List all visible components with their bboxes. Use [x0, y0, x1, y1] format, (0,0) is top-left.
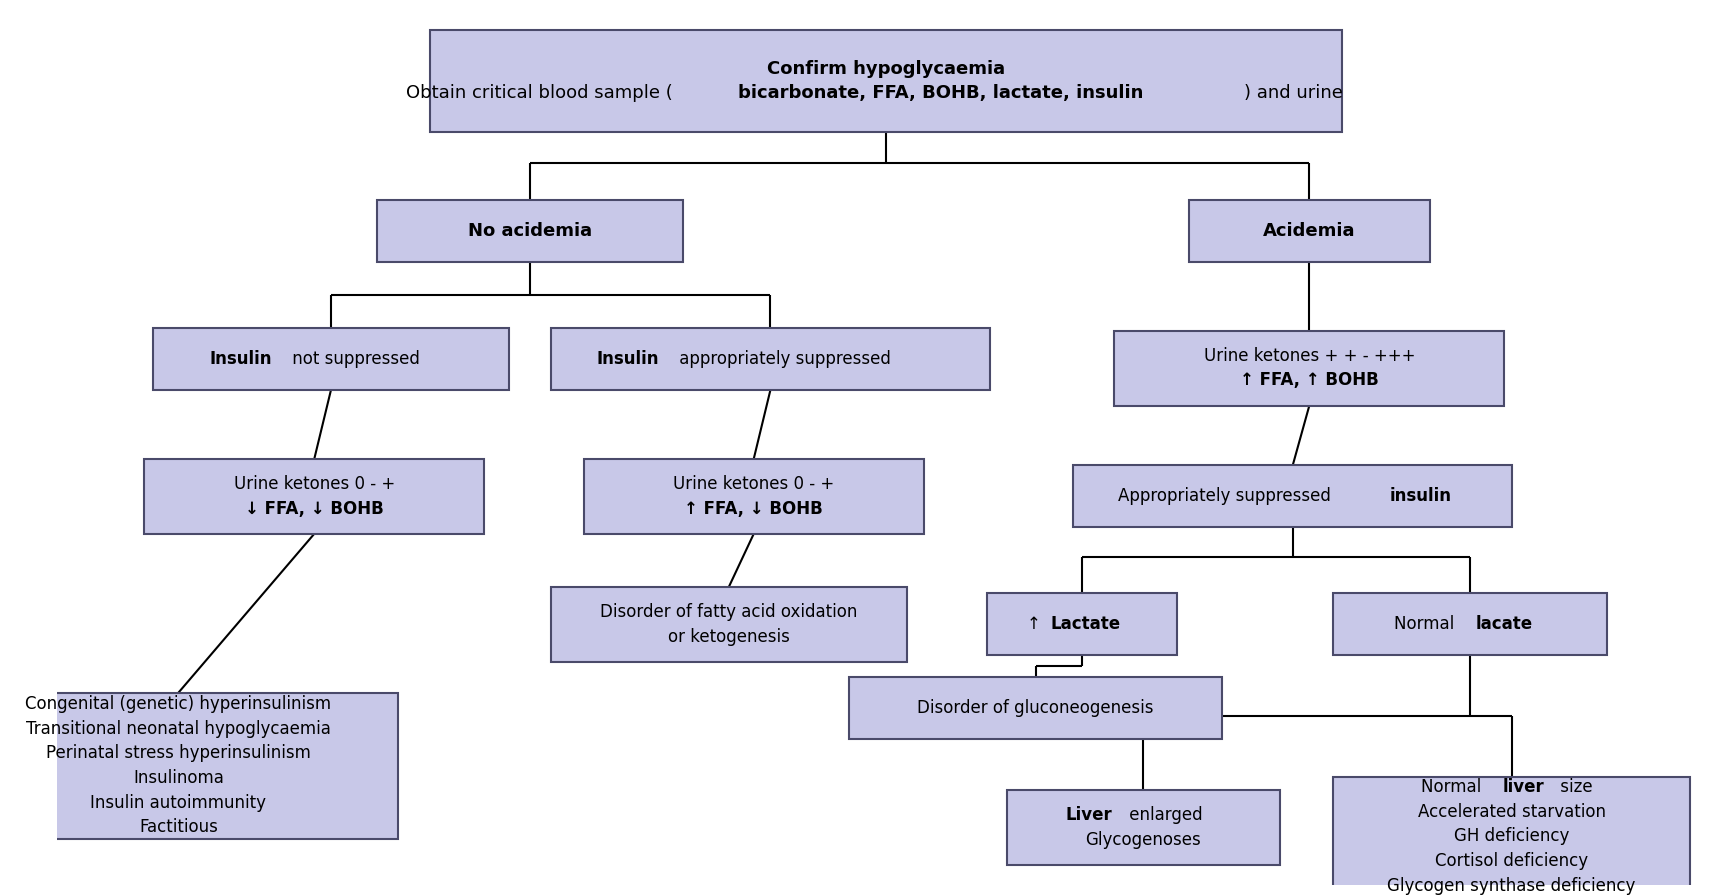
Text: Normal: Normal [1394, 616, 1459, 633]
Text: Urine ketones 0 - +: Urine ketones 0 - + [673, 475, 834, 493]
Text: Accelerated starvation: Accelerated starvation [1418, 803, 1605, 821]
Text: Insulinoma: Insulinoma [132, 769, 223, 787]
Text: ↑ FFA, ↓ BOHB: ↑ FFA, ↓ BOHB [685, 500, 822, 518]
Text: Appropriately suppressed: Appropriately suppressed [1118, 487, 1336, 505]
Text: Glycogen synthase deficiency: Glycogen synthase deficiency [1387, 877, 1636, 895]
Text: enlarged: enlarged [1123, 806, 1202, 824]
Text: bicarbonate, FFA, BOHB, lactate, insulin: bicarbonate, FFA, BOHB, lactate, insulin [738, 84, 1144, 102]
FancyBboxPatch shape [1334, 777, 1690, 896]
Text: Urine ketones + + - +++: Urine ketones + + - +++ [1204, 347, 1415, 365]
Text: appropriately suppressed: appropriately suppressed [675, 350, 891, 368]
FancyBboxPatch shape [1114, 331, 1504, 406]
Text: Obtain critical blood sample (: Obtain critical blood sample ( [405, 84, 673, 102]
FancyBboxPatch shape [1073, 465, 1513, 527]
Text: ↑: ↑ [1027, 616, 1046, 633]
Text: Factitious: Factitious [139, 818, 218, 837]
FancyBboxPatch shape [987, 593, 1178, 655]
FancyBboxPatch shape [850, 677, 1223, 739]
Text: Urine ketones 0 - +: Urine ketones 0 - + [234, 475, 395, 493]
Text: insulin: insulin [1391, 487, 1453, 505]
Text: ↓ FFA, ↓ BOHB: ↓ FFA, ↓ BOHB [246, 500, 383, 518]
FancyBboxPatch shape [0, 693, 398, 839]
Text: Liver: Liver [1065, 806, 1113, 824]
Text: lacate: lacate [1475, 616, 1533, 633]
Text: size: size [1556, 778, 1593, 796]
Text: Acidemia: Acidemia [1264, 222, 1356, 240]
Text: Congenital (genetic) hyperinsulinism: Congenital (genetic) hyperinsulinism [26, 694, 331, 713]
FancyBboxPatch shape [1190, 200, 1430, 262]
Text: Perinatal stress hyperinsulinism: Perinatal stress hyperinsulinism [46, 745, 311, 762]
FancyBboxPatch shape [1006, 790, 1281, 865]
Text: Confirm hypoglycaemia: Confirm hypoglycaemia [767, 59, 1006, 78]
FancyBboxPatch shape [153, 328, 510, 390]
Text: GH deficiency: GH deficiency [1454, 827, 1569, 845]
FancyBboxPatch shape [376, 200, 683, 262]
Text: Insulin autoimmunity: Insulin autoimmunity [91, 794, 266, 812]
Text: Cortisol deficiency: Cortisol deficiency [1435, 852, 1588, 870]
FancyBboxPatch shape [584, 459, 924, 534]
Text: liver: liver [1502, 778, 1545, 796]
Text: not suppressed: not suppressed [287, 350, 421, 368]
FancyBboxPatch shape [551, 587, 907, 662]
Text: No acidemia: No acidemia [467, 222, 592, 240]
FancyBboxPatch shape [144, 459, 484, 534]
FancyBboxPatch shape [551, 328, 991, 390]
Text: Glycogenoses: Glycogenoses [1085, 831, 1202, 849]
FancyBboxPatch shape [1334, 593, 1607, 655]
Text: ↑ FFA, ↑ BOHB: ↑ FFA, ↑ BOHB [1240, 372, 1379, 390]
Text: Insulin: Insulin [596, 350, 659, 368]
Text: Normal: Normal [1422, 778, 1487, 796]
Text: Insulin: Insulin [209, 350, 271, 368]
Text: or ketogenesis: or ketogenesis [668, 628, 790, 646]
Text: Transitional neonatal hypoglycaemia: Transitional neonatal hypoglycaemia [26, 719, 331, 737]
Text: Disorder of gluconeogenesis: Disorder of gluconeogenesis [917, 699, 1154, 717]
FancyBboxPatch shape [431, 30, 1343, 132]
Text: Disorder of fatty acid oxidation: Disorder of fatty acid oxidation [601, 603, 857, 621]
Text: Lactate: Lactate [1051, 616, 1121, 633]
Text: ) and urine: ) and urine [1243, 84, 1343, 102]
